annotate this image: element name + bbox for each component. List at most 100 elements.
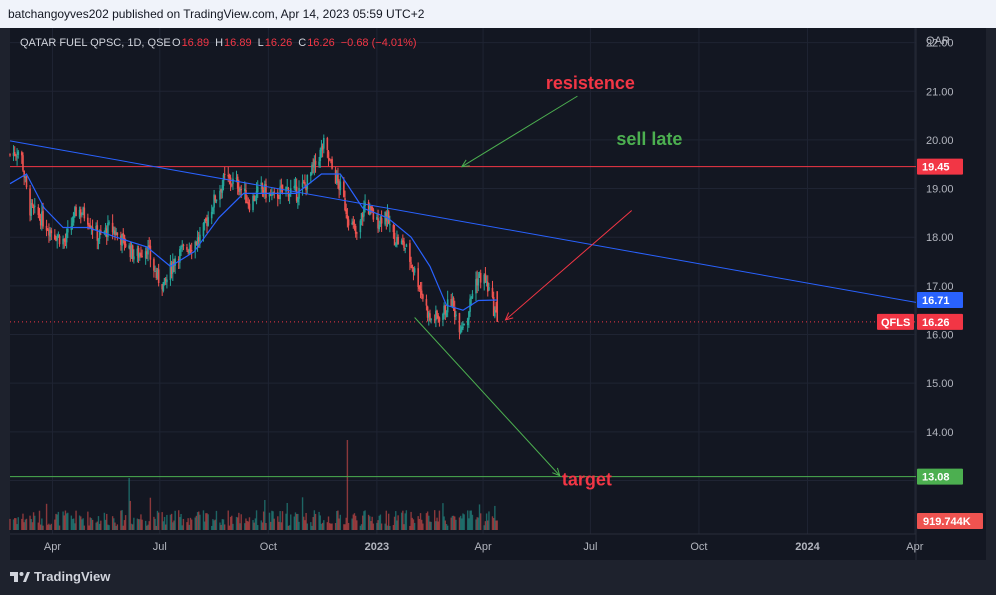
candle-body <box>254 199 257 201</box>
volume-bar <box>419 513 422 530</box>
candle-body <box>280 185 283 187</box>
candle-body <box>337 173 339 182</box>
candle-body <box>353 226 356 228</box>
volume-bar <box>376 522 378 530</box>
candle-body <box>62 238 64 245</box>
volume-bar <box>45 503 48 530</box>
volume-bar <box>154 518 156 530</box>
volume-bar <box>261 522 264 530</box>
candle-body <box>138 253 141 257</box>
candle-body <box>220 189 222 192</box>
candle-body <box>171 261 174 274</box>
volume-bar <box>31 522 34 530</box>
volume-bar <box>485 513 488 530</box>
y-tick-label: 18.00 <box>926 232 954 244</box>
x-tick-label: Jul <box>153 541 167 553</box>
candle-body <box>156 270 159 278</box>
volume-bar <box>34 515 36 530</box>
volume-bar <box>104 519 107 530</box>
volume-bar <box>318 511 320 530</box>
volume-bar <box>488 511 490 530</box>
candle-body <box>483 274 486 284</box>
candle-body <box>104 227 107 232</box>
candle-body <box>319 149 322 162</box>
volume-bar <box>235 516 238 530</box>
volume-bar <box>47 524 49 530</box>
volume-bar <box>82 518 84 530</box>
candle-body <box>97 239 100 242</box>
y-tick-label: 16.00 <box>926 330 954 342</box>
volume-bar <box>477 517 480 530</box>
volume-bar <box>254 518 257 530</box>
candle-body <box>494 310 496 317</box>
volume-bar <box>257 525 259 530</box>
annotation-arrow[interactable] <box>414 317 561 476</box>
volume-bar <box>494 505 496 530</box>
candle-body <box>228 175 231 178</box>
volume-bar <box>103 512 106 530</box>
candle-body <box>133 256 135 260</box>
trendline[interactable] <box>9 140 917 303</box>
candle-body <box>173 261 175 265</box>
candle-body <box>181 246 184 248</box>
volume-bar <box>219 522 221 530</box>
x-tick-label: 2023 <box>365 541 389 553</box>
candle-body <box>115 232 117 235</box>
volume-bar <box>57 511 60 530</box>
candle-body <box>48 230 50 236</box>
volume-bar <box>169 514 172 530</box>
candle-body <box>245 190 247 204</box>
volume-bar <box>328 523 331 530</box>
annotation-arrow[interactable] <box>461 95 578 168</box>
volume-bar <box>189 517 192 530</box>
candle-body <box>345 209 348 214</box>
volume-bar <box>353 513 356 530</box>
candle-body <box>419 289 422 291</box>
candle-body <box>214 195 217 202</box>
volume-bar <box>74 523 76 530</box>
volume-bar <box>478 504 481 530</box>
tradingview-brand: TradingView <box>34 569 111 584</box>
candle-body <box>310 172 312 177</box>
volume-bar <box>417 516 419 530</box>
volume-bar <box>369 516 371 530</box>
volume-bar <box>393 516 396 530</box>
volume-bar <box>73 518 75 530</box>
symbol-tag-bg <box>877 313 914 330</box>
candle-body <box>206 222 208 226</box>
candle-body <box>396 236 398 245</box>
candle-body <box>149 245 152 260</box>
candle-body <box>114 231 116 236</box>
candle-body <box>203 219 206 224</box>
volume-bar <box>89 517 91 530</box>
candle-body <box>186 247 188 250</box>
candle-body <box>100 230 102 233</box>
volume-bar <box>306 523 308 530</box>
annotation-arrow[interactable] <box>505 210 633 321</box>
candle-body <box>222 174 225 186</box>
volume-bar <box>122 525 124 530</box>
candle-body <box>484 273 487 283</box>
candle-body <box>367 202 370 214</box>
candle-body <box>354 225 357 234</box>
candle-body <box>255 190 258 201</box>
volume-bar <box>268 512 271 530</box>
volume-bar <box>41 518 43 530</box>
volume-bar <box>351 518 353 530</box>
tradingview-logo[interactable]: TradingView <box>10 569 110 584</box>
volume-bar <box>323 520 325 530</box>
candle-body <box>326 138 329 151</box>
volume-bar <box>312 517 314 530</box>
candle-body <box>328 158 331 160</box>
legend-l-value: 16.26 <box>265 37 293 49</box>
volume-bar <box>280 522 283 530</box>
candle-body <box>12 152 15 156</box>
candle-body <box>312 165 314 167</box>
volume-bar <box>139 519 141 530</box>
volume-bar <box>198 511 200 530</box>
volume-bar <box>58 525 61 530</box>
volume-bar <box>48 523 50 530</box>
volume-bar <box>271 510 273 530</box>
volume-bar <box>144 520 147 530</box>
